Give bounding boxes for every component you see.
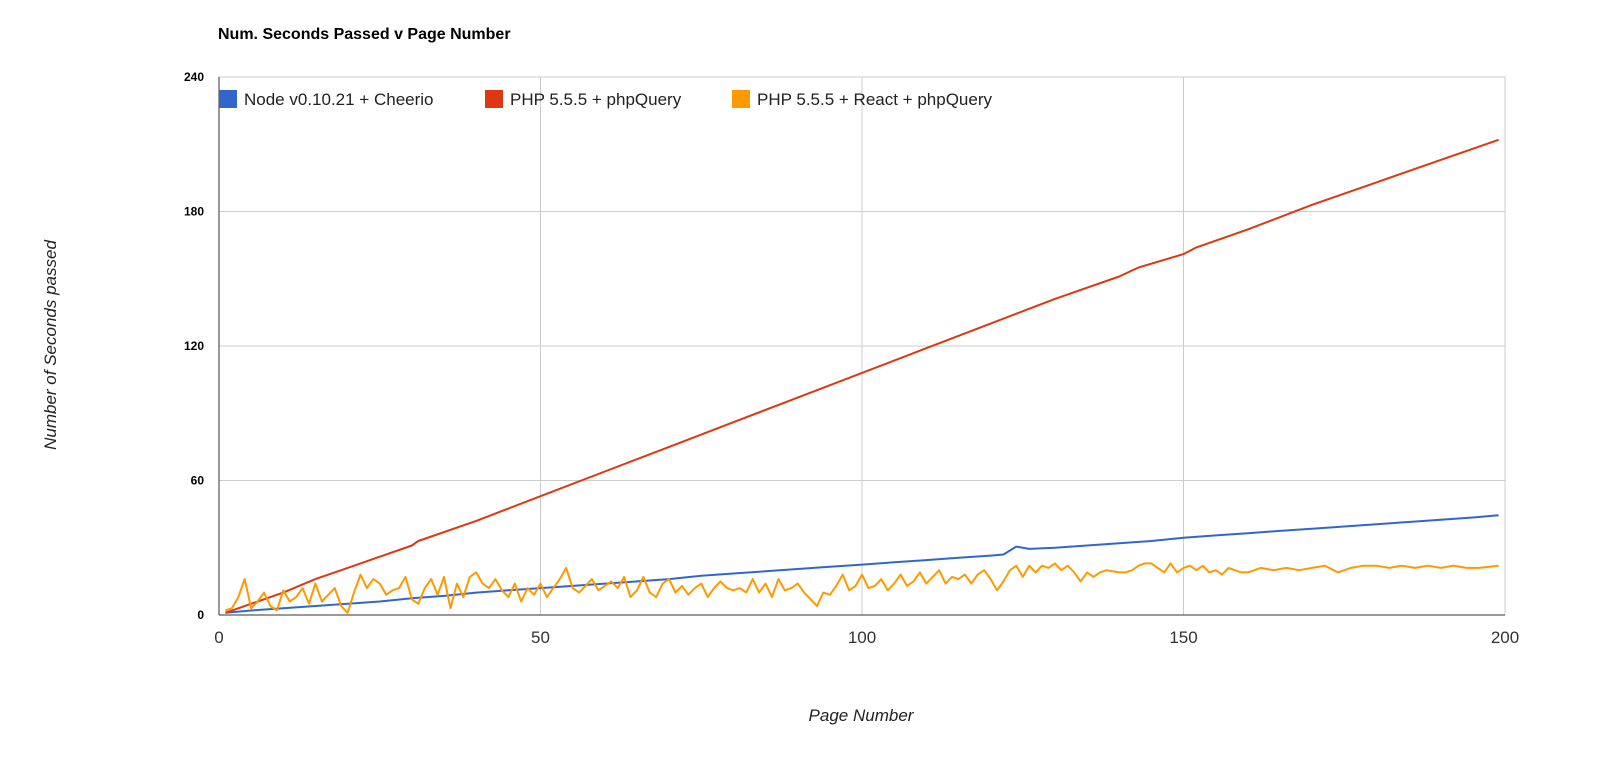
legend-label: PHP 5.5.5 + phpQuery — [510, 90, 682, 109]
grid-lines — [218, 76, 1506, 616]
x-tick-label: 200 — [1491, 628, 1519, 647]
legend-swatch — [219, 90, 237, 108]
legend: Node v0.10.21 + Cheerio PHP 5.5.5 + phpQu… — [219, 90, 992, 109]
x-tick-label: 150 — [1169, 628, 1197, 647]
x-tick-label: 50 — [531, 628, 550, 647]
legend-swatch — [732, 90, 750, 108]
series-line-2 — [225, 138, 1499, 614]
series-line-3 — [225, 562, 1499, 614]
x-tick-label: 0 — [214, 628, 223, 647]
legend-swatch — [485, 90, 503, 108]
legend-label: PHP 5.5.5 + React + phpQuery — [757, 90, 992, 109]
series-lines — [225, 138, 1499, 614]
y-tick-label: 0 — [197, 608, 204, 622]
axes: 0 60 120 180 240 0 50 100 150 200 — [184, 70, 1519, 647]
series-line-1 — [225, 514, 1499, 614]
y-tick-label: 60 — [191, 474, 205, 488]
y-tick-label: 120 — [184, 339, 204, 353]
y-axis-title: Number of Seconds passed — [41, 240, 60, 450]
x-axis-title: Page Number — [809, 706, 915, 725]
y-tick-label: 240 — [184, 70, 204, 84]
legend-label: Node v0.10.21 + Cheerio — [244, 90, 434, 109]
x-tick-label: 100 — [848, 628, 876, 647]
y-tick-label: 180 — [184, 205, 204, 219]
chart-title: Num. Seconds Passed v Page Number — [218, 26, 511, 43]
